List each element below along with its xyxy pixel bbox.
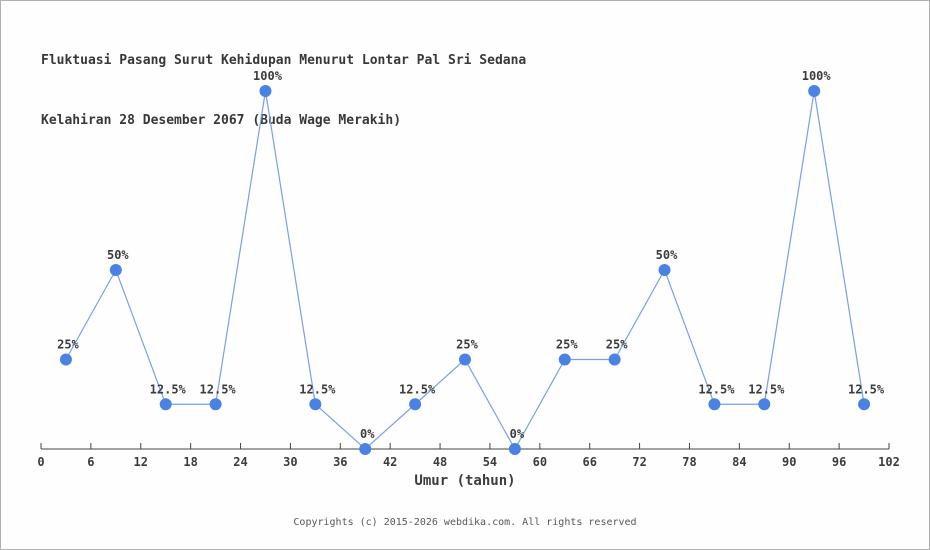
data-point — [309, 398, 322, 411]
x-axis-label: Umur (tahun) — [414, 473, 516, 489]
x-axis-tick-label: 78 — [682, 455, 696, 469]
data-point-label: 12.5% — [299, 382, 336, 396]
data-point-label: 25% — [556, 338, 578, 352]
data-point-label: 50% — [107, 248, 129, 262]
line-chart: 0 6 12 18 24 30 36 42 48 54 60 66 72 78 84 90 96 102 25% 50… — [37, 69, 900, 469]
data-point — [608, 353, 621, 366]
data-point-label: 12.5% — [150, 382, 187, 396]
data-point — [508, 443, 521, 455]
x-axis-tick-label: 66 — [582, 455, 596, 469]
x-axis-tick-label: 60 — [533, 455, 547, 469]
data-point-label: 12.5% — [200, 382, 237, 396]
x-axis-tick-label: 18 — [183, 455, 197, 469]
data-point — [159, 398, 172, 411]
x-axis-tick-label: 90 — [782, 455, 796, 469]
chart-title: Fluktuasi Pasang Surut Kehidupan Menurut… — [41, 11, 526, 171]
data-point-label: 12.5% — [748, 382, 785, 396]
data-point — [259, 85, 272, 97]
x-axis-tick-label: 84 — [732, 455, 746, 469]
data-point-label: 12.5% — [698, 382, 735, 396]
x-axis-tick-label: 72 — [632, 455, 646, 469]
data-point — [409, 398, 422, 411]
data-point — [209, 398, 222, 411]
data-point-label: 50% — [656, 248, 678, 262]
x-axis-tick-label: 48 — [433, 455, 447, 469]
chart-title-line1: Fluktuasi Pasang Surut Kehidupan Menurut… — [41, 53, 527, 68]
x-axis-tick-label: 24 — [233, 455, 247, 469]
data-point-label: 12.5% — [848, 382, 885, 396]
x-axis-tick-label: 96 — [832, 455, 846, 469]
x-axis-tick-label: 54 — [483, 455, 497, 469]
x-axis-tick-label: 12 — [134, 455, 148, 469]
data-point-label: 25% — [57, 338, 79, 352]
data-point — [858, 398, 871, 411]
data-point — [708, 398, 721, 411]
data-point — [109, 264, 122, 276]
x-axis-tick-label: 102 — [878, 455, 900, 469]
data-point-label: 12.5% — [399, 382, 436, 396]
data-point — [758, 398, 771, 411]
data-point-label: 25% — [456, 338, 478, 352]
copyright-text: Copyrights (c) 2015-2026 webdika.com. Al… — [293, 517, 637, 528]
data-point-label: 0% — [510, 427, 525, 441]
chart-title-line2: Kelahiran 28 Desember 2067 (Buda Wage Me… — [41, 113, 402, 128]
x-axis-tick-label: 36 — [333, 455, 347, 469]
data-point-label: 25% — [606, 338, 628, 352]
data-point-label: 0% — [360, 427, 375, 441]
x-axis-tick-label: 42 — [383, 455, 397, 469]
data-point — [459, 353, 471, 366]
data-point — [558, 353, 571, 366]
data-point-label: 100% — [802, 69, 832, 83]
x-axis-tick-label: 6 — [87, 455, 94, 469]
data-point — [658, 264, 671, 276]
data-point — [359, 443, 372, 455]
data-point-label: 100% — [253, 69, 283, 83]
data-point — [59, 353, 72, 366]
x-axis-tick-label: 30 — [283, 455, 297, 469]
data-point — [808, 85, 821, 97]
x-axis-tick-label: 0 — [37, 455, 44, 469]
